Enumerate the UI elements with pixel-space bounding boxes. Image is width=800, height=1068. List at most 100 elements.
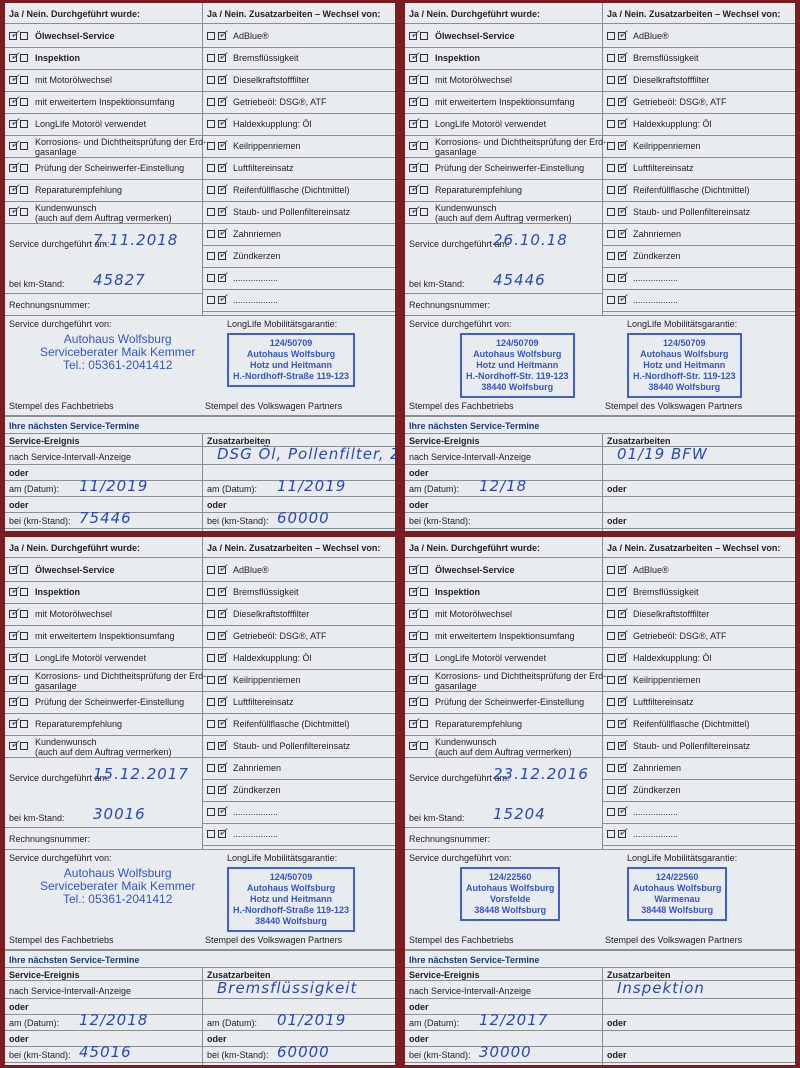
check-mark: ✓: [618, 115, 629, 129]
next-handwriting: 30000: [479, 1043, 532, 1061]
next-label: am (Datum):: [207, 1018, 258, 1028]
rule: [602, 69, 795, 70]
check-mark: ✓: [618, 291, 629, 305]
checkbox: [607, 742, 627, 750]
checkbox: [9, 164, 29, 172]
task-item: Kundenwunsch (auch auf dem Auftrag verme…: [435, 203, 572, 223]
checkbox: [207, 54, 227, 62]
extra-item: Zündkerzen: [633, 251, 681, 261]
checkbox: [207, 764, 227, 772]
check-mark: ✓: [10, 627, 21, 641]
extra-item: Reifenfüllflasche (Dichtmittel): [633, 185, 750, 195]
header-right: Ja / Nein. Zusatzarbeiten – Wechsel von:: [607, 9, 781, 19]
rule: [202, 3, 203, 315]
stamp: 124/50709 Autohaus Wolfsburg Hotz und Heit…: [227, 333, 356, 387]
rule: [405, 827, 602, 828]
check-mark: ✓: [218, 671, 229, 685]
rule: [202, 179, 395, 180]
stamp-line: Warmenau: [654, 894, 700, 904]
checkbox: [9, 208, 29, 216]
rule: [405, 1030, 795, 1031]
next-label: oder: [9, 468, 29, 478]
rule: [202, 625, 395, 626]
stamp-line: Hotz und Heitmann: [643, 360, 726, 370]
next-handwriting: 12/2018: [79, 1011, 149, 1029]
extra-item: ..................: [233, 273, 279, 283]
check-mark: ✓: [410, 583, 421, 597]
stamp-line: 124/22560: [488, 872, 532, 882]
checkbox: [607, 142, 627, 150]
stamp-line: 124/50709: [495, 338, 539, 348]
check-mark: ✓: [10, 181, 21, 195]
checkbox: [9, 120, 29, 128]
header-left: Ja / Nein. Durchgeführt wurde:: [9, 543, 141, 553]
checkbox: [9, 186, 29, 194]
invoice-label: Rechnungsnummer:: [9, 300, 91, 310]
checkbox: [207, 654, 227, 662]
task-item: Prüfung der Scheinwerfer-Einstellung: [435, 697, 585, 707]
next-label: oder: [607, 1018, 627, 1028]
extra-item: Zahnriemen: [233, 763, 282, 773]
extra-item: Bremsflüssigkeit: [633, 53, 699, 63]
check-mark: ✓: [218, 71, 229, 85]
rule: [5, 980, 395, 981]
next-label: oder: [607, 1050, 627, 1060]
col-left: Service-Ereignis: [9, 436, 80, 446]
extra-item: ..................: [633, 273, 679, 283]
check-mark: ✓: [618, 137, 629, 151]
checkbox: [409, 98, 429, 106]
next-handwriting: 75446: [79, 509, 132, 527]
check-mark: ✓: [410, 693, 421, 707]
km-label: bei km-Stand:: [409, 813, 465, 823]
checkbox: [409, 32, 429, 40]
task-item: Ölwechsel-Service: [35, 31, 115, 41]
rule: [602, 113, 795, 114]
checkbox: [607, 676, 627, 684]
rule: [602, 201, 795, 202]
next-label: nach Service-Intervall-Anzeige: [409, 986, 532, 996]
rule: [5, 557, 395, 558]
checkbox: [207, 830, 227, 838]
next-label: nach Service-Intervall-Anzeige: [409, 452, 532, 462]
check-mark: ✓: [618, 759, 629, 773]
rule: [5, 223, 202, 224]
task-item: Korrosions- und Dichtheitsprüfung der Er…: [435, 671, 607, 691]
checkbox: [607, 698, 627, 706]
rule: [5, 47, 202, 48]
check-mark: ✓: [410, 561, 421, 575]
rule: [405, 647, 602, 648]
next-label: oder: [409, 468, 429, 478]
km-value: 45446: [493, 271, 546, 289]
rule: [405, 415, 795, 417]
invoice-label: Rechnungsnummer:: [409, 834, 491, 844]
checkbox: [607, 274, 627, 282]
next-label: nach Service-Intervall-Anzeige: [9, 986, 132, 996]
task-item: LongLife Motoröl verwendet: [435, 119, 547, 129]
rule: [5, 293, 202, 294]
check-mark: ✓: [410, 137, 421, 151]
rule: [202, 47, 395, 48]
rule: [5, 849, 395, 850]
extra-item: Dieselkraftstofffilter: [633, 609, 710, 619]
check-mark: ✓: [218, 49, 229, 63]
checkbox: [607, 54, 627, 62]
guarantee-label: LongLife Mobilitätsgarantie:: [627, 853, 738, 863]
check-mark: ✓: [618, 649, 629, 663]
check-mark: ✓: [410, 181, 421, 195]
checkbox: [207, 720, 227, 728]
extra-item: Dieselkraftstofffilter: [633, 75, 710, 85]
check-mark: ✓: [618, 93, 629, 107]
checkbox: [9, 54, 29, 62]
check-mark: ✓: [218, 583, 229, 597]
check-mark: ✓: [618, 605, 629, 619]
workshop-stamp-label: Stempel des Fachbetriebs: [9, 935, 114, 945]
rule: [405, 91, 602, 92]
service-date-label: Service durchgeführt am:: [9, 773, 110, 783]
rule: [405, 496, 795, 497]
rule: [602, 581, 795, 582]
checkbox: [409, 610, 429, 618]
check-mark: ✓: [410, 605, 421, 619]
col-right: Zusatzarbeiten: [207, 970, 271, 980]
extra-item: Keilrippenriemen: [633, 675, 701, 685]
stamp-line: 38440 Wolfsburg: [648, 382, 721, 392]
